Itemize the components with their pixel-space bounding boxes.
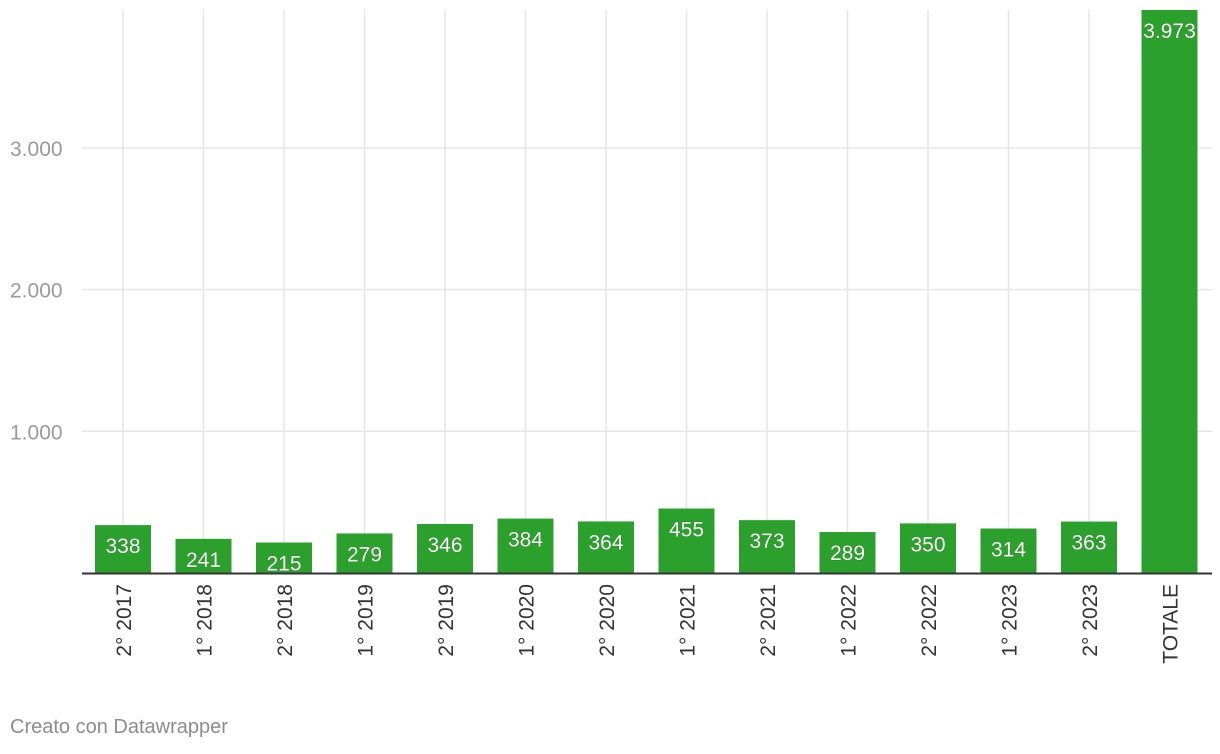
x-tick-label: 2° 2022 [918, 584, 941, 657]
bar [336, 533, 393, 573]
bar [175, 538, 232, 573]
bar [658, 508, 715, 573]
bar [980, 528, 1037, 573]
bar-value-label: 279 [347, 543, 382, 566]
bar-value-label: 289 [830, 542, 865, 565]
x-tick-label: 2° 2017 [113, 584, 136, 657]
x-tick-label: 1° 2021 [677, 584, 700, 657]
bar [417, 523, 473, 573]
bar [256, 542, 312, 573]
y-axis-tick-labels: 1.000 2.000 3.000 [10, 138, 63, 444]
y-tick-label: 2.000 [10, 280, 63, 303]
bar-value-label: 373 [749, 530, 784, 553]
bar [819, 532, 876, 573]
x-tick-label: 2° 2019 [435, 584, 458, 657]
bar [1061, 521, 1117, 573]
bar [578, 521, 634, 573]
x-tick-label: 1° 2022 [838, 584, 861, 657]
bar [497, 518, 554, 573]
bars [95, 10, 1198, 573]
bar-value-label: 346 [427, 534, 462, 557]
bar-value-label: 3.973 [1143, 20, 1196, 43]
x-tick-label: 1° 2023 [999, 584, 1022, 657]
bar-value-label: 314 [991, 539, 1026, 562]
x-tick-label: 1° 2018 [194, 584, 217, 657]
y-tick-label: 3.000 [10, 138, 63, 161]
x-tick-label: 1° 2020 [516, 584, 539, 657]
bar-value-label: 350 [910, 533, 945, 556]
bar [1141, 10, 1198, 573]
bar-value-label: 364 [588, 531, 623, 554]
grid-lines [82, 10, 1212, 573]
bar-value-label: 215 [266, 553, 301, 576]
x-tick-label: TOTALE [1160, 584, 1183, 664]
x-tick-label: 2° 2023 [1079, 584, 1102, 657]
x-tick-label: 1° 2019 [355, 584, 378, 657]
bar-value-label: 384 [508, 529, 543, 552]
bar [95, 525, 151, 573]
bar [739, 520, 795, 573]
footer-credit: Creato con Datawrapper [10, 716, 228, 738]
y-tick-label: 1.000 [10, 421, 63, 444]
bar-value-labels: 338 241 215 279 346 384 364 455 373 289 350 314 363 3… [105, 20, 1196, 576]
bar-value-label: 455 [669, 519, 704, 542]
bar-value-label: 363 [1071, 532, 1106, 555]
x-tick-label: 2° 2020 [596, 584, 619, 657]
bar [900, 523, 956, 573]
x-axis-tick-labels: 2° 2017 1° 2018 2° 2018 1° 2019 2° 2019 1° 20… [113, 584, 1183, 664]
bar-value-label: 338 [105, 535, 140, 558]
bar-value-label: 241 [186, 549, 221, 572]
x-tick-label: 2° 2021 [757, 584, 780, 657]
x-tick-label: 2° 2018 [274, 584, 297, 657]
